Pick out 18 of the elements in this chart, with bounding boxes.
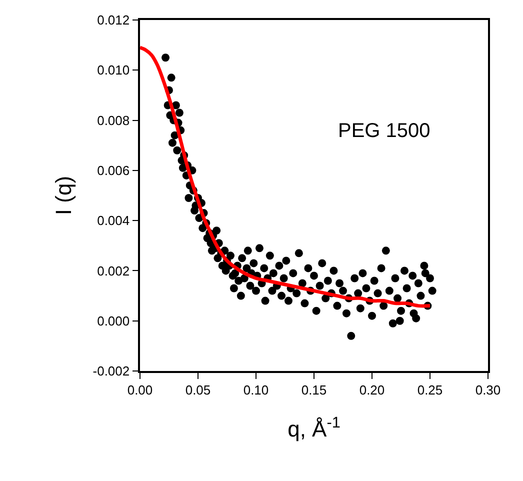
y-tick-label: 0.004 — [97, 213, 130, 228]
y-tick-label: -0.002 — [92, 364, 130, 379]
x-axis-title: q, Å$^{-1}$ — [288, 414, 340, 442]
y-tick-label: 0.012 — [97, 12, 130, 28]
x-tick-label: 0.10 — [243, 382, 269, 398]
y-tick-label: 0.010 — [97, 62, 130, 78]
x-tick-label: 0.05 — [185, 382, 211, 398]
annotation: PEG 1500 — [338, 120, 430, 142]
x-tick-label: 0.30 — [475, 382, 501, 398]
x-tick-label: 0.25 — [417, 382, 443, 398]
y-tick-label: 0.006 — [97, 162, 130, 178]
x-tick-label: 0.00 — [127, 382, 153, 398]
x-tick-label: 0.20 — [359, 382, 385, 398]
y-tick-label: 0.002 — [97, 263, 130, 278]
y-tick-label: 0.000 — [97, 313, 130, 328]
y-axis-title: I (q) — [51, 176, 76, 216]
x-tick-label: 0.15 — [301, 382, 327, 398]
y-tick-label: 0.008 — [97, 112, 130, 128]
